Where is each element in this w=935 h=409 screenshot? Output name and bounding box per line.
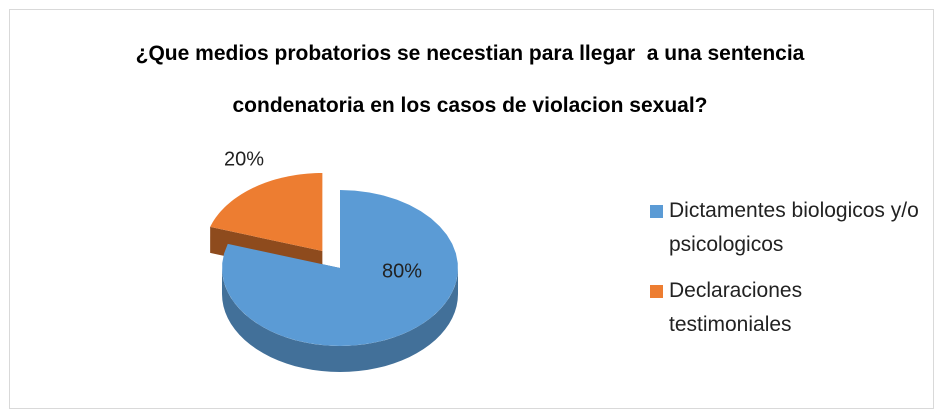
pie-chart: 80% 20% bbox=[210, 148, 458, 372]
legend-label: Dictamentes biologicos y/o psicologicos bbox=[669, 199, 919, 256]
data-label: 20% bbox=[224, 148, 264, 170]
legend-swatch bbox=[650, 285, 663, 298]
slice-side bbox=[222, 268, 458, 372]
slice bbox=[222, 190, 458, 346]
legend-item: Dictamentes biologicos y/o psicologicos bbox=[650, 194, 925, 262]
legend-item: Declaraciones testimoniales bbox=[650, 274, 925, 342]
page: ¿Que medios probatorios se necestian par… bbox=[9, 9, 934, 409]
legend-swatch bbox=[650, 205, 663, 218]
slice bbox=[210, 173, 323, 252]
data-label: 80% bbox=[382, 260, 422, 282]
legend-label: Declaraciones testimoniales bbox=[669, 279, 803, 336]
chart-title: ¿Que medios probatorios se necestian par… bbox=[135, 42, 811, 117]
